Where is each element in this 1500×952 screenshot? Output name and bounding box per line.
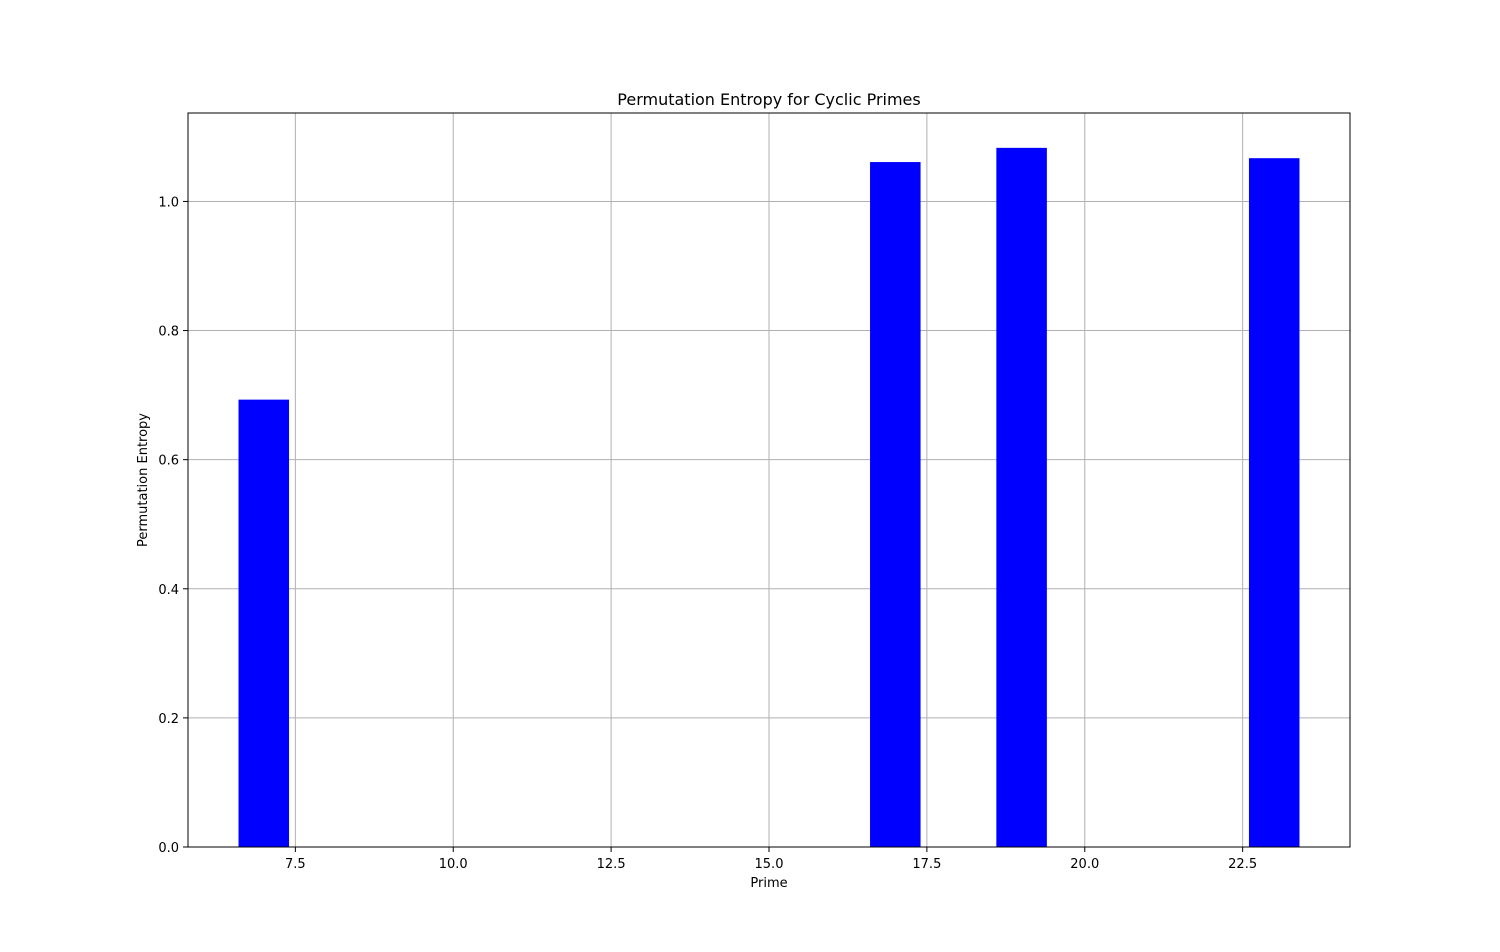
y-tick-label: 0.0 bbox=[158, 841, 179, 856]
chart-title: Permutation Entropy for Cyclic Primes bbox=[617, 90, 920, 109]
x-tick-label: 15.0 bbox=[755, 857, 784, 872]
x-tick-label: 22.5 bbox=[1228, 857, 1257, 872]
y-axis-label: Permutation Entropy bbox=[136, 413, 151, 547]
y-axis-ticks: 0.0 0.2 0.4 0.6 0.8 1.0 bbox=[158, 195, 188, 856]
x-axis-ticks: 7.5 10.0 12.5 15.0 17.5 20.0 22.5 bbox=[285, 847, 1257, 872]
bar-prime-7 bbox=[238, 399, 290, 847]
y-tick-label: 0.6 bbox=[158, 454, 179, 469]
y-tick-label: 0.2 bbox=[158, 712, 179, 727]
y-tick-label: 1.0 bbox=[158, 195, 179, 210]
x-tick-label: 7.5 bbox=[285, 857, 306, 872]
y-tick-label: 0.4 bbox=[158, 583, 179, 598]
bars bbox=[238, 147, 1300, 847]
x-tick-label: 10.0 bbox=[439, 857, 468, 872]
x-tick-label: 17.5 bbox=[912, 857, 941, 872]
bar-prime-19 bbox=[996, 147, 1047, 847]
y-tick-label: 0.8 bbox=[158, 325, 179, 340]
x-axis-label: Prime bbox=[750, 876, 787, 891]
x-tick-label: 12.5 bbox=[597, 857, 626, 872]
bar-prime-17 bbox=[870, 162, 921, 847]
x-tick-label: 20.0 bbox=[1070, 857, 1099, 872]
bar-prime-23 bbox=[1248, 158, 1300, 847]
